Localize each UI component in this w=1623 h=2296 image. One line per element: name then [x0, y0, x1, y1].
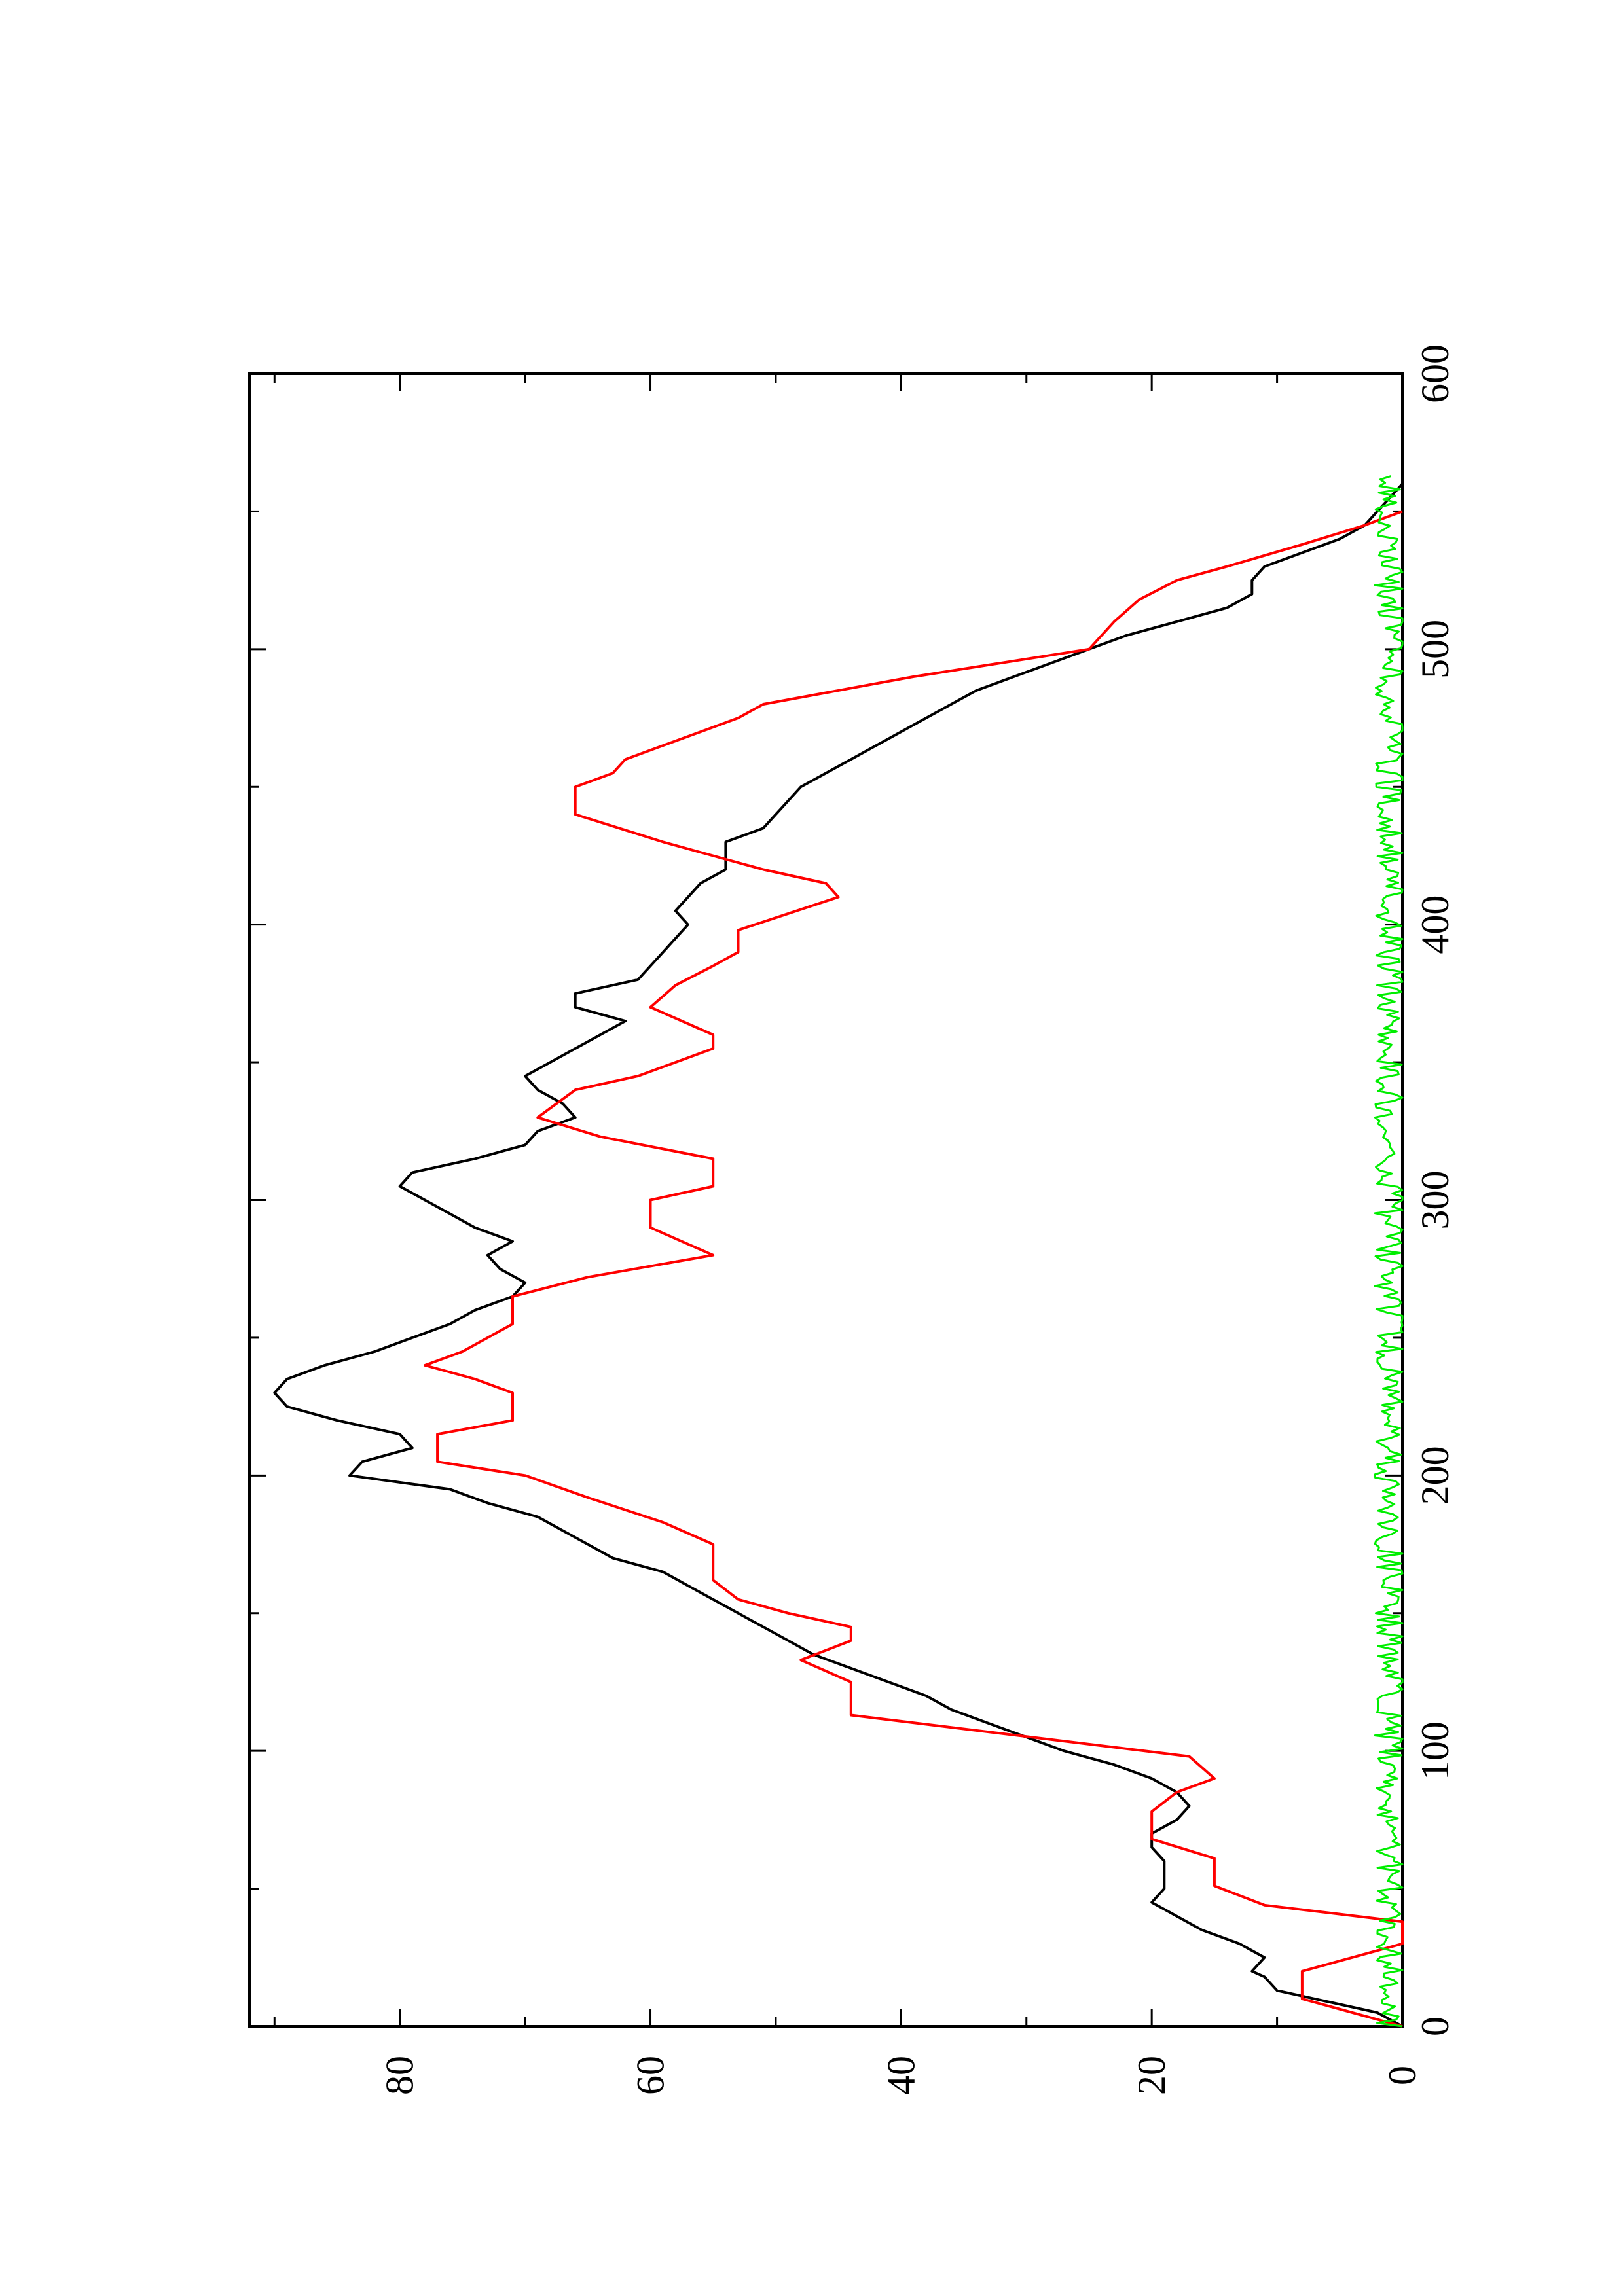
y-tick-label: 40	[879, 2056, 922, 2095]
x-tick-label: 400	[1413, 895, 1457, 954]
y-tick-label: 80	[378, 2056, 422, 2095]
series-line-0	[273, 482, 1404, 2028]
y-tick-label: 0	[1381, 2066, 1424, 2085]
axis-tick-labels: 0 100 200 300 400 500 600 0 20 40 60 80	[378, 344, 1457, 2095]
x-tick-label: 200	[1413, 1446, 1457, 1505]
x-tick-label: 300	[1413, 1171, 1457, 1230]
series-line-1	[424, 510, 1404, 2028]
series-line-2	[1374, 475, 1404, 2028]
x-tick-label: 100	[1413, 1721, 1457, 1780]
x-tick-label: 0	[1413, 2017, 1457, 2036]
data-series	[273, 475, 1404, 2028]
x-tick-label: 600	[1413, 344, 1457, 403]
y-tick-label: 20	[1130, 2056, 1173, 2095]
axis-ticks	[249, 372, 1404, 2028]
x-tick-label: 500	[1413, 620, 1457, 679]
y-tick-label: 60	[629, 2056, 672, 2095]
